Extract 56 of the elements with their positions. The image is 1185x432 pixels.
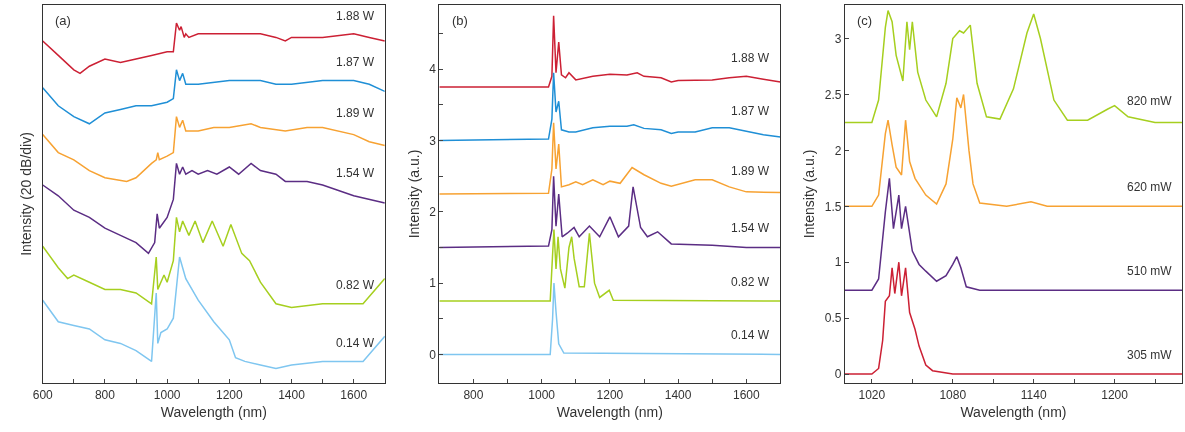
y-tick-label: 0 — [429, 347, 437, 362]
x-tick-label: 1020 — [858, 387, 886, 402]
x-tick-label: 1200 — [215, 387, 243, 402]
x-tick-label: 800 — [463, 387, 484, 402]
x-tick-label: 1600 — [340, 387, 368, 402]
text: (c) — [857, 13, 873, 28]
series-label: 1.87 W — [336, 55, 375, 69]
x-tick-label: 1600 — [732, 387, 761, 402]
series-label: 1.88 W — [731, 51, 770, 65]
y-axis-title: Intensity (a.u.) — [801, 149, 818, 239]
x-axis-title: Wavelength (nm) — [556, 403, 663, 420]
series-label: 0.14 W — [731, 328, 770, 342]
y-tick-label: 2 — [429, 205, 437, 220]
y-tick-label: 2 — [834, 143, 842, 158]
series-label: 1.88 W — [336, 9, 375, 23]
series-label: 1.87 W — [731, 104, 770, 118]
x-tick-label: 1200 — [1101, 387, 1129, 402]
series-label: 1.89 W — [336, 106, 375, 120]
y-tick-label: 1 — [834, 255, 842, 270]
series-label: 620 mW — [1127, 180, 1173, 194]
y-axis-title: Intensity (20 dB/div) — [18, 132, 35, 256]
y-tick-label: 0.5 — [824, 311, 842, 326]
series-label: 510 mW — [1127, 264, 1173, 278]
series-label: 0.82 W — [336, 278, 375, 292]
series-label: 1.89 W — [731, 164, 770, 178]
series-label: 305 mW — [1127, 348, 1173, 362]
x-tick-label: 1140 — [1020, 387, 1047, 402]
y-tick-label: 0 — [834, 367, 842, 382]
x-tick-label: 1400 — [664, 387, 692, 402]
series-label: 820 mW — [1127, 94, 1173, 108]
text: (b) — [452, 13, 468, 28]
line-series — [844, 177, 1183, 291]
y-tick-label: 4 — [429, 62, 437, 77]
x-tick-label: 1080 — [939, 387, 967, 402]
y-tick-label: 1 — [429, 276, 437, 291]
y-tick-label: 2.5 — [824, 87, 842, 102]
series-label: 1.54 W — [336, 166, 375, 180]
x-tick-label: 1000 — [153, 387, 181, 402]
x-tick-label: 800 — [94, 387, 116, 402]
x-tick-label: 1400 — [278, 387, 306, 402]
line-series — [439, 121, 781, 195]
y-tick-label: 1.5 — [824, 199, 842, 214]
y-tick-label: 3 — [429, 133, 437, 148]
line-series — [844, 9, 1183, 124]
x-axis-title: Wavelength (nm) — [960, 403, 1067, 420]
series-label: 1.54 W — [731, 221, 770, 235]
x-axis-title: Wavelength (nm) — [160, 403, 267, 420]
x-tick-label: 1200 — [596, 387, 624, 402]
chart-title: (a) — [55, 13, 71, 28]
y-tick-label: 3 — [834, 31, 842, 46]
x-tick-label: 1000 — [528, 387, 556, 402]
line-series — [439, 14, 781, 88]
series-label: 0.82 W — [731, 275, 770, 289]
x-tick-label: 600 — [32, 387, 54, 402]
y-axis-title: Intensity (a.u.) — [405, 149, 422, 239]
series-label: 0.14 W — [336, 336, 375, 350]
